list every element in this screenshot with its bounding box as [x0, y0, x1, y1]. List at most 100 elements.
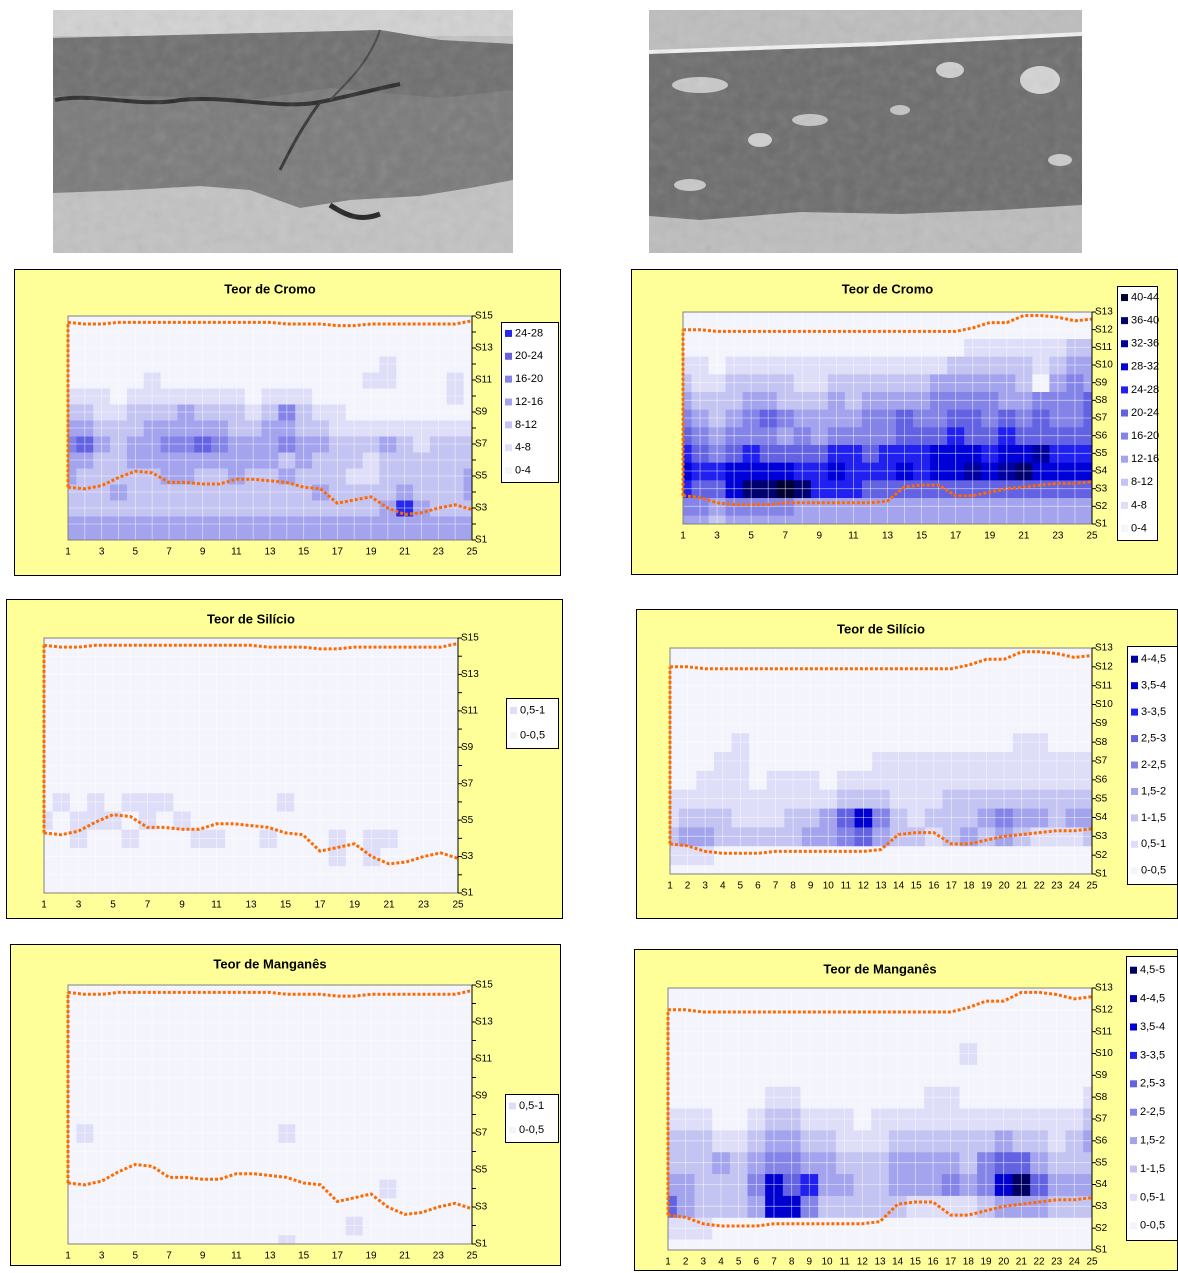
- y-tick-label: S1: [475, 1239, 488, 1250]
- x-tick-label: 15: [911, 881, 923, 892]
- x-tick-label: 18: [963, 881, 975, 892]
- x-tick-label: 19: [349, 900, 361, 911]
- legend-label: 3,5-4: [1141, 680, 1166, 692]
- legend-label: 4-8: [515, 442, 531, 454]
- legend-swatch: [1131, 735, 1138, 742]
- x-tick-label: 25: [466, 1251, 478, 1262]
- x-tick-label: 17: [950, 531, 962, 542]
- legend-swatch: [1131, 867, 1138, 874]
- y-tick-label: S9: [1095, 1070, 1108, 1081]
- legend-swatch: [1121, 502, 1128, 509]
- y-tick-label: S13: [1095, 307, 1113, 318]
- legend-swatch: [505, 421, 512, 428]
- x-tick-label: 3: [99, 547, 105, 558]
- x-tick-label: 5: [738, 881, 744, 892]
- x-tick-label: 24: [1069, 1257, 1081, 1268]
- x-tick-label: 1: [680, 531, 686, 542]
- legend-swatch: [1130, 967, 1137, 974]
- x-tick-label: 16: [927, 1257, 939, 1268]
- y-tick-label: S13: [475, 343, 493, 354]
- legend-label: 4-8: [1131, 499, 1147, 511]
- x-tick-label: 7: [166, 1251, 172, 1262]
- x-tick-label: 21: [1016, 881, 1028, 892]
- x-tick-label: 21: [399, 547, 411, 558]
- y-tick-label: S5: [1095, 1157, 1108, 1168]
- x-tick-label: 13: [882, 531, 894, 542]
- x-tick-label: 2: [685, 881, 691, 892]
- legend-swatch: [1121, 433, 1128, 440]
- legend-swatch: [1121, 456, 1128, 463]
- legend-swatch: [1131, 682, 1138, 689]
- y-tick-label: S5: [475, 1165, 488, 1176]
- x-tick-label: 15: [910, 1257, 922, 1268]
- y-tick-label: S4: [1095, 1179, 1108, 1190]
- y-tick-label: S5: [475, 471, 488, 482]
- y-tick-label: S11: [1095, 342, 1112, 353]
- x-tick-label: 10: [823, 881, 835, 892]
- x-tick-label: 15: [298, 547, 310, 558]
- x-tick-label: 22: [1034, 881, 1046, 892]
- y-tick-label: S6: [1095, 430, 1108, 441]
- legend-label: 0-4: [515, 464, 531, 476]
- y-tick-label: S13: [475, 1017, 493, 1028]
- legend-swatch: [1131, 841, 1138, 848]
- legend-label: 1,5-2: [1141, 785, 1166, 797]
- x-tick-label: 4: [718, 1257, 724, 1268]
- legend-label: 24-28: [1131, 384, 1159, 396]
- x-tick-label: 21: [383, 900, 395, 911]
- legend-label: 0-0,5: [519, 1124, 544, 1136]
- chart-title: Teor de Silício: [207, 611, 295, 626]
- legend-label: 12-16: [515, 396, 543, 408]
- x-tick-label: 14: [893, 881, 905, 892]
- x-tick-label: 4: [720, 881, 726, 892]
- y-tick-label: S7: [1095, 1114, 1108, 1125]
- chart: Teor de ManganêsS1S3S5S7S9S11S13S1513579…: [11, 945, 561, 1266]
- legend-swatch: [1130, 1137, 1137, 1144]
- x-tick-label: 1: [665, 1257, 671, 1268]
- y-tick-label: S1: [475, 535, 488, 546]
- legend-label: 32-36: [1131, 338, 1159, 350]
- x-tick-label: 21: [399, 1251, 411, 1262]
- x-tick-label: 16: [928, 881, 940, 892]
- chart-title: Teor de Manganês: [823, 961, 936, 976]
- legend-label: 4,5-5: [1140, 964, 1165, 976]
- y-tick-label: S10: [1095, 1048, 1113, 1059]
- legend-label: 8-12: [1131, 476, 1153, 488]
- y-tick-label: S1: [1095, 519, 1108, 530]
- legend-label: 2,5-3: [1140, 1078, 1165, 1090]
- legend-label: 3-3,5: [1141, 706, 1166, 718]
- legend-label: 4-4,5: [1140, 993, 1165, 1005]
- y-tick-label: S11: [461, 705, 478, 716]
- legend-label: 16-20: [515, 373, 543, 385]
- y-tick-label: S11: [1095, 680, 1112, 691]
- plot-area: [661, 639, 1101, 884]
- y-tick-label: S9: [475, 1091, 488, 1102]
- legend-swatch: [1121, 340, 1128, 347]
- y-tick-label: S1: [461, 888, 474, 899]
- x-tick-label: 25: [1086, 531, 1098, 542]
- legend-swatch: [1131, 762, 1138, 769]
- figure: Teor de CromoS1S3S5S7S9S11S13S1513579111…: [0, 0, 1178, 1273]
- legend-swatch: [1121, 317, 1128, 324]
- legend-label: 8-12: [515, 419, 537, 431]
- x-tick-label: 6: [754, 1257, 760, 1268]
- legend-swatch: [1131, 709, 1138, 716]
- x-tick-label: 17: [314, 900, 326, 911]
- y-tick-label: S5: [1095, 793, 1108, 804]
- y-tick-label: S13: [1095, 643, 1113, 654]
- x-tick-label: 14: [892, 1257, 904, 1268]
- y-tick-label: S5: [1095, 448, 1108, 459]
- x-tick-label: 9: [817, 531, 823, 542]
- x-tick-label: 13: [874, 1257, 886, 1268]
- y-tick-label: S12: [1095, 324, 1113, 335]
- y-tick-label: S11: [475, 375, 492, 386]
- x-tick-label: 25: [1086, 1257, 1098, 1268]
- x-tick-label: 24: [1069, 881, 1081, 892]
- legend-swatch: [1131, 814, 1138, 821]
- y-tick-label: S11: [475, 1054, 492, 1065]
- y-tick-label: S2: [1095, 1223, 1108, 1234]
- x-tick-label: 10: [821, 1257, 833, 1268]
- legend-label: 40-44: [1131, 291, 1159, 303]
- x-tick-label: 17: [945, 1257, 957, 1268]
- y-tick-label: S3: [1095, 831, 1108, 842]
